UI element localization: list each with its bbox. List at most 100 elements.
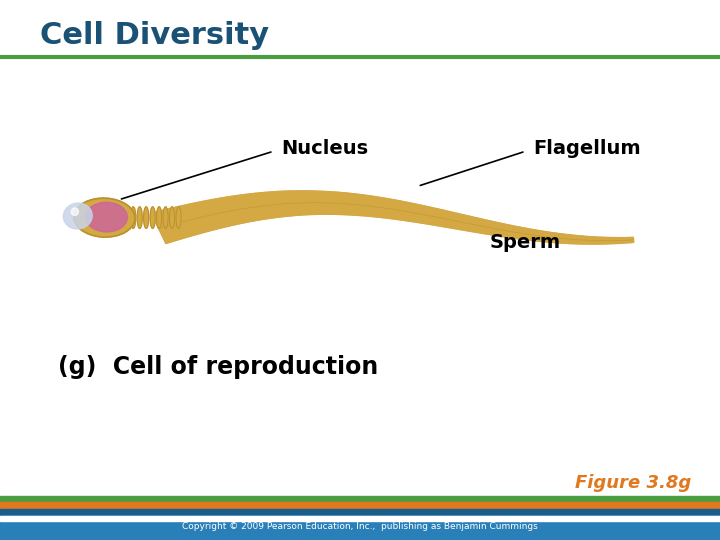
Polygon shape	[610, 238, 611, 244]
Polygon shape	[194, 203, 207, 232]
Text: Nucleus: Nucleus	[281, 139, 368, 158]
Polygon shape	[492, 222, 498, 235]
Polygon shape	[630, 238, 631, 242]
Polygon shape	[329, 192, 332, 214]
Ellipse shape	[169, 207, 174, 228]
Polygon shape	[489, 221, 494, 234]
Polygon shape	[405, 203, 411, 221]
Polygon shape	[428, 208, 435, 224]
Polygon shape	[474, 218, 480, 232]
Polygon shape	[412, 205, 418, 222]
Polygon shape	[325, 192, 327, 214]
Polygon shape	[360, 195, 365, 215]
Polygon shape	[368, 196, 374, 217]
Polygon shape	[240, 195, 249, 222]
Polygon shape	[491, 222, 496, 235]
Polygon shape	[312, 191, 313, 214]
Polygon shape	[227, 197, 237, 225]
Polygon shape	[619, 238, 621, 244]
Polygon shape	[528, 230, 533, 240]
Polygon shape	[621, 238, 622, 243]
Polygon shape	[228, 197, 238, 224]
Polygon shape	[451, 213, 458, 228]
Polygon shape	[287, 191, 291, 216]
Polygon shape	[448, 212, 454, 227]
Polygon shape	[209, 200, 221, 228]
Polygon shape	[178, 206, 192, 236]
Polygon shape	[577, 235, 580, 244]
Polygon shape	[184, 205, 198, 234]
Polygon shape	[509, 226, 514, 238]
Polygon shape	[401, 202, 408, 220]
Polygon shape	[416, 205, 423, 222]
Polygon shape	[611, 238, 612, 244]
Polygon shape	[544, 232, 548, 242]
Polygon shape	[490, 222, 495, 235]
Polygon shape	[356, 194, 360, 215]
Polygon shape	[553, 233, 556, 242]
Text: Sperm: Sperm	[490, 233, 561, 253]
Polygon shape	[366, 196, 372, 216]
Bar	[0, 509, 720, 514]
Polygon shape	[498, 224, 503, 236]
Polygon shape	[181, 206, 196, 235]
Polygon shape	[480, 220, 486, 233]
Bar	[0, 497, 720, 540]
Polygon shape	[204, 201, 217, 230]
Bar	[0, 516, 720, 521]
Polygon shape	[157, 211, 173, 242]
Polygon shape	[342, 193, 346, 214]
Polygon shape	[375, 198, 381, 217]
Polygon shape	[351, 194, 356, 215]
Polygon shape	[358, 195, 363, 215]
Polygon shape	[345, 193, 349, 215]
Polygon shape	[421, 206, 428, 223]
Polygon shape	[176, 207, 192, 237]
Polygon shape	[625, 238, 626, 243]
Polygon shape	[600, 237, 601, 244]
Polygon shape	[614, 238, 616, 244]
Polygon shape	[621, 238, 623, 243]
Polygon shape	[539, 231, 543, 241]
Polygon shape	[193, 203, 206, 232]
Polygon shape	[618, 238, 619, 244]
Polygon shape	[197, 202, 210, 231]
Polygon shape	[406, 203, 413, 221]
Polygon shape	[382, 199, 388, 218]
Polygon shape	[418, 206, 424, 222]
Polygon shape	[587, 237, 589, 244]
Polygon shape	[181, 206, 194, 235]
Polygon shape	[195, 202, 208, 232]
Polygon shape	[390, 200, 397, 219]
Bar	[0, 496, 720, 501]
Polygon shape	[631, 238, 633, 242]
Polygon shape	[266, 192, 273, 218]
Polygon shape	[225, 197, 235, 225]
Polygon shape	[381, 198, 387, 218]
Polygon shape	[388, 200, 395, 218]
Polygon shape	[276, 192, 281, 217]
Polygon shape	[562, 234, 565, 243]
Polygon shape	[153, 212, 169, 243]
Polygon shape	[414, 205, 420, 222]
Polygon shape	[572, 235, 575, 244]
Polygon shape	[301, 191, 303, 215]
Polygon shape	[514, 227, 518, 238]
Polygon shape	[208, 200, 220, 228]
Polygon shape	[632, 238, 634, 242]
Polygon shape	[504, 225, 509, 237]
Polygon shape	[502, 224, 507, 237]
Polygon shape	[333, 192, 336, 214]
Polygon shape	[339, 193, 343, 214]
Polygon shape	[427, 208, 434, 224]
Polygon shape	[549, 233, 552, 242]
Polygon shape	[612, 238, 613, 244]
Polygon shape	[608, 238, 610, 244]
Polygon shape	[396, 201, 402, 219]
Polygon shape	[558, 234, 561, 243]
Polygon shape	[457, 214, 464, 230]
Polygon shape	[235, 195, 245, 223]
Polygon shape	[286, 191, 289, 216]
Polygon shape	[278, 192, 283, 217]
Ellipse shape	[74, 198, 135, 237]
